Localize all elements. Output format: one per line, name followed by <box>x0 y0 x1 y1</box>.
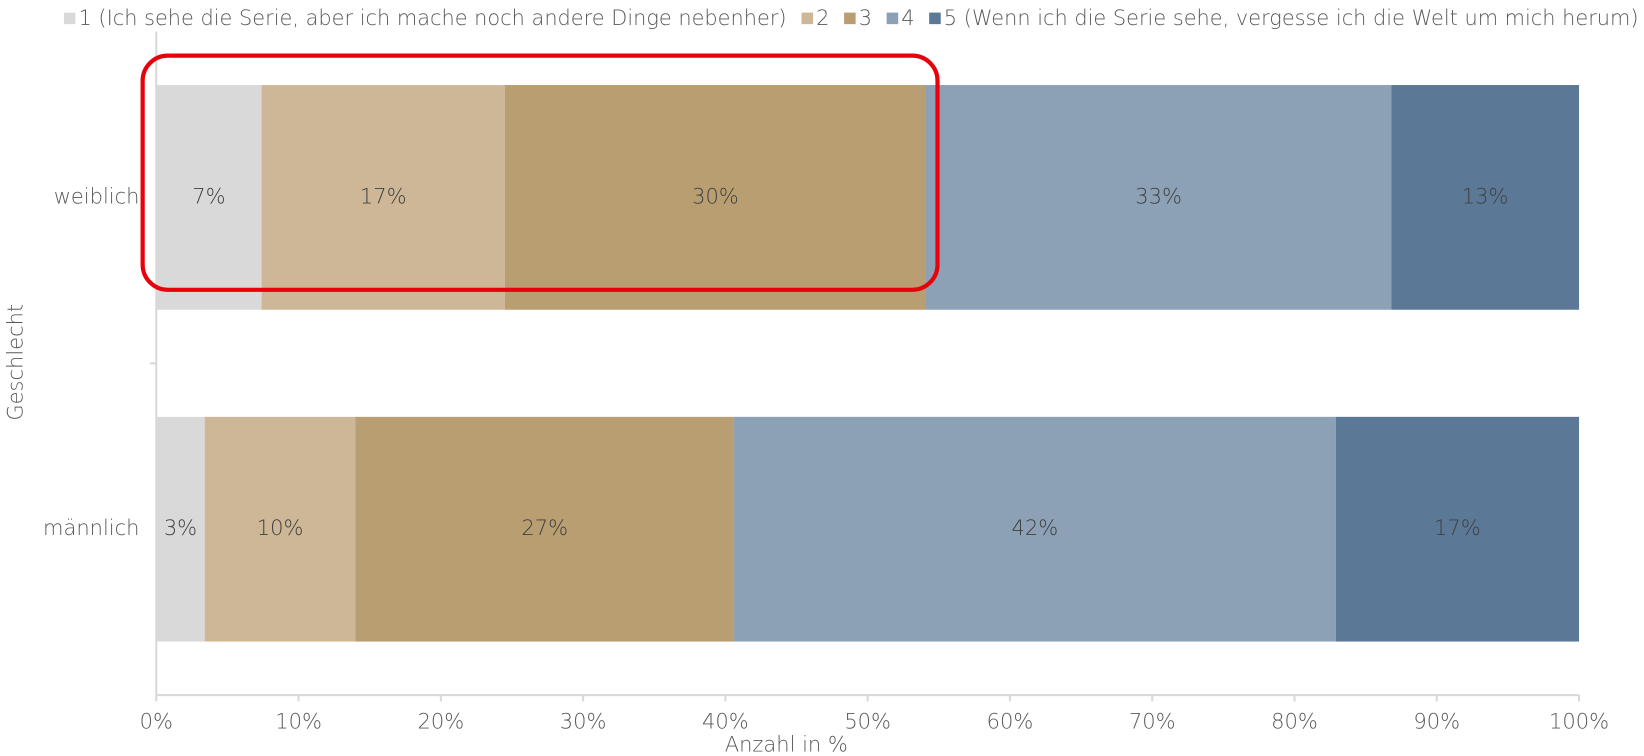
data-label: 3% <box>164 516 197 540</box>
x-tick-label: 20% <box>418 709 465 733</box>
bar-segment <box>261 85 505 310</box>
legend-label: 2 <box>816 6 829 30</box>
data-label: 33% <box>1135 184 1182 208</box>
x-tick-label: 90% <box>1413 709 1460 733</box>
legend-label: 1 (Ich sehe die Serie, aber ich mache no… <box>79 6 787 30</box>
bar-segment <box>204 416 356 642</box>
legend-swatch <box>844 12 856 25</box>
highlight-box <box>140 53 940 292</box>
bar-segment <box>733 416 1336 642</box>
bar-segment <box>156 85 262 310</box>
data-label: 17% <box>1434 516 1481 540</box>
x-axis-label: Anzahl in % <box>725 733 848 756</box>
legend-label: 3 <box>859 6 872 30</box>
legend-swatch <box>801 12 814 25</box>
data-label: 17% <box>360 184 407 208</box>
x-tick-label: 50% <box>844 709 891 733</box>
bar-segment <box>1391 85 1580 310</box>
y-tick-label: weiblich <box>54 184 140 208</box>
x-tick-label: 100% <box>1549 709 1609 733</box>
data-label: 30% <box>692 184 739 208</box>
x-tick-label: 40% <box>702 709 749 733</box>
x-tick-label: 10% <box>275 709 322 733</box>
bar-segment <box>355 416 734 642</box>
x-tick-label: 0% <box>140 709 173 733</box>
bar-segment <box>504 85 927 310</box>
y-axis-label: Geschlecht <box>4 304 28 421</box>
bar-segment <box>1335 416 1580 642</box>
bar-segment <box>926 85 1392 310</box>
bar-segment <box>156 416 205 642</box>
legend-swatch <box>63 12 76 25</box>
legend-label: 5 (Wenn ich die Serie sehe, vergesse ich… <box>944 6 1639 30</box>
data-label: 42% <box>1012 516 1059 540</box>
legend-label: 4 <box>901 6 914 30</box>
data-label: 10% <box>257 516 304 540</box>
data-label: 7% <box>192 184 225 208</box>
y-tick-label: männlich <box>43 516 139 540</box>
legend-swatch <box>886 12 899 25</box>
x-tick-label: 60% <box>987 709 1034 733</box>
x-tick-label: 80% <box>1271 709 1318 733</box>
data-label: 13% <box>1462 184 1509 208</box>
legend-swatch <box>929 12 941 25</box>
data-label: 27% <box>521 516 568 540</box>
x-tick-label: 70% <box>1129 709 1176 733</box>
x-tick-label: 30% <box>560 709 607 733</box>
